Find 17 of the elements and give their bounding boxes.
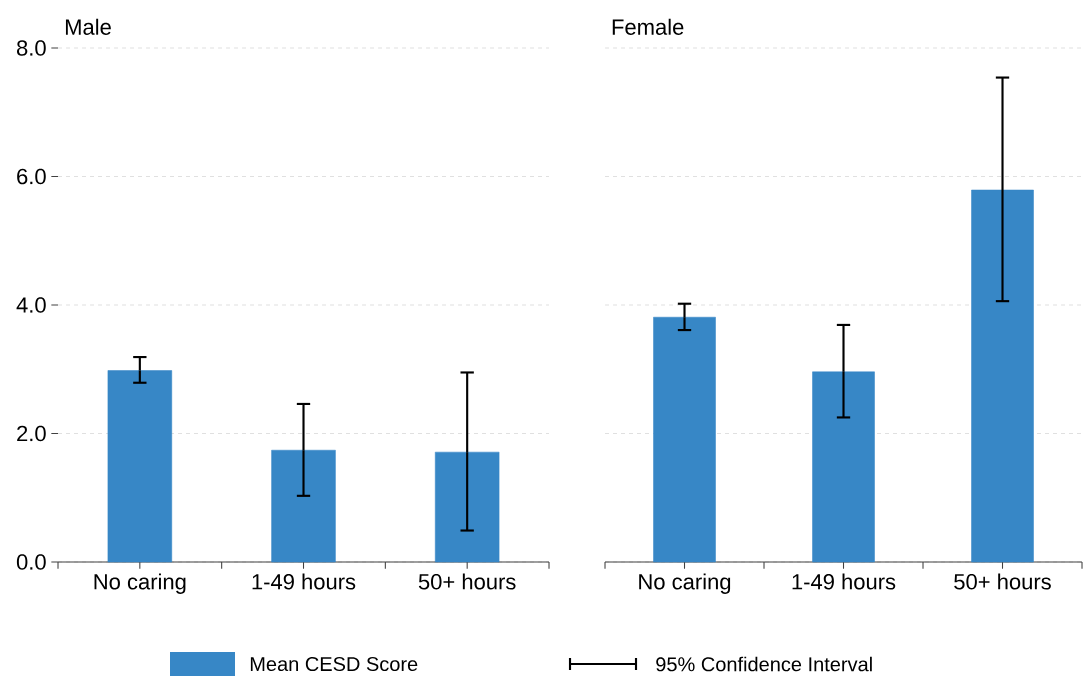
y-tick-label: 8.0 — [17, 40, 46, 56]
x-tick-label: No caring — [639, 573, 731, 594]
bar — [271, 449, 336, 563]
x-tick-label: 1-49 hours — [252, 573, 356, 590]
x-tick-label: 50+ hours — [418, 573, 516, 590]
bar — [107, 370, 173, 563]
y-tick-label: 4.0 — [16, 297, 46, 313]
text: 95% Confidence Interval — [656, 656, 872, 672]
y-tick-label: 0.0 — [16, 554, 46, 570]
legend-label: Mean CESD Score — [250, 656, 418, 672]
chart-title: Female — [612, 18, 684, 35]
x-tick-label: 1-49 hours — [792, 573, 896, 590]
y-tick-label: 2.0 — [17, 425, 46, 442]
x-tick-label: No caring — [94, 573, 186, 594]
y-tick-label: 6.0 — [17, 168, 46, 185]
x-tick-label: 50+ hours — [954, 573, 1051, 590]
chart-title: Male — [65, 18, 111, 35]
